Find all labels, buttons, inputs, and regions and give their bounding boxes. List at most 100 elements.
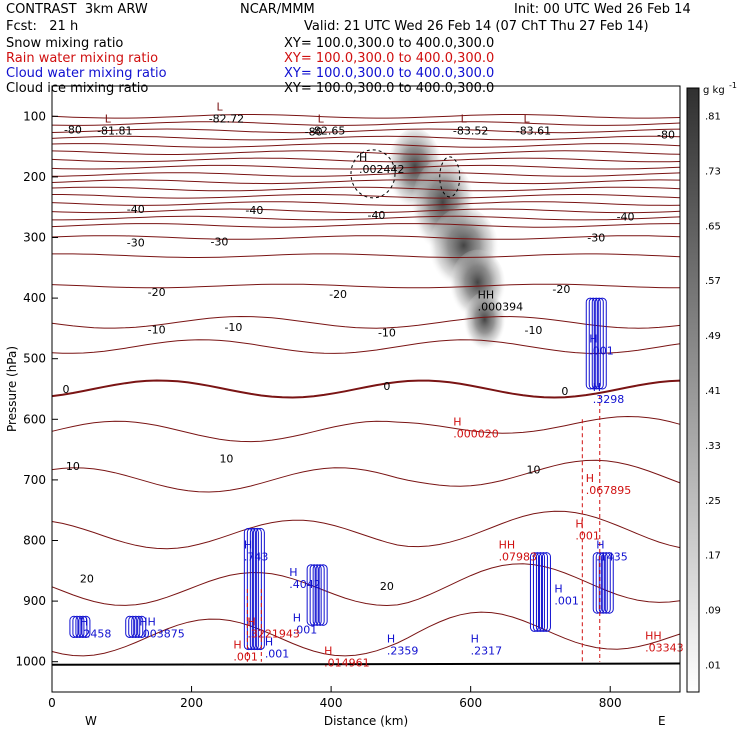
cloud-water-contour xyxy=(315,564,325,626)
high-mark: H xyxy=(589,333,597,346)
temperature-label: -40 xyxy=(245,204,263,217)
temperature-contour xyxy=(51,563,681,607)
temperature-label: -10 xyxy=(378,327,396,340)
temperature-contour xyxy=(51,179,681,185)
colorbar-label: .33 xyxy=(705,441,721,452)
y-tick-label: 700 xyxy=(23,473,46,487)
cloud-water-contour xyxy=(594,297,604,390)
high-value: .3221943 xyxy=(247,628,300,641)
high-value: .067895 xyxy=(586,484,632,497)
temperature-contour xyxy=(52,215,681,221)
y-tick-label: 300 xyxy=(23,231,46,245)
temperature-label: -20 xyxy=(329,288,347,301)
high-mark: H xyxy=(596,539,604,552)
snow-blob xyxy=(463,292,506,353)
cloud-water-contour xyxy=(75,615,85,638)
temperature-contour xyxy=(51,459,681,493)
cloud-water-contour xyxy=(535,552,545,632)
high-mark: HH xyxy=(139,616,156,629)
colorbar-label: .01 xyxy=(705,661,721,672)
cloud-water-contour xyxy=(309,564,319,626)
temperature-label: 0 xyxy=(383,380,390,393)
colorbar-label: .41 xyxy=(705,386,721,397)
field-snow-xy: XY= 100.0,300.0 to 400.0,300.0 xyxy=(284,36,495,51)
high-mark: H xyxy=(387,633,395,646)
cloud-water-contour xyxy=(125,615,135,638)
high-mark: H xyxy=(359,151,367,164)
temperature-contour xyxy=(51,283,681,289)
field-rain-name: Rain water mixing ratio xyxy=(6,51,159,66)
cloud-water-contour xyxy=(541,552,551,632)
cloud-water-contour xyxy=(604,552,614,614)
high-mark: H xyxy=(324,645,332,658)
low-mark: L xyxy=(461,112,468,125)
x-tick-label: 600 xyxy=(459,696,482,710)
cloud-water-contour xyxy=(255,527,265,651)
high-value: .001 xyxy=(265,648,290,661)
temperature-contour xyxy=(51,157,681,163)
high-mark: HH xyxy=(499,539,516,552)
colorbar-label: .49 xyxy=(705,331,721,342)
cloud-water-contour xyxy=(306,564,316,626)
colorbar-label: .65 xyxy=(705,221,721,232)
temperature-contour xyxy=(51,415,681,443)
cloud-water-contour xyxy=(588,297,598,390)
y-tick-label: 900 xyxy=(23,594,46,608)
high-mark: H xyxy=(247,616,255,629)
temperature-contours xyxy=(51,114,681,666)
colorbar-unit: g kg xyxy=(703,85,725,96)
high-value: .2317 xyxy=(471,645,503,658)
high-value: .001 xyxy=(233,651,258,664)
cloud-water-contour xyxy=(131,615,141,638)
temperature-label: -80 xyxy=(657,128,675,141)
temperature-contour xyxy=(51,339,681,354)
x-tick-label: 200 xyxy=(180,696,203,710)
field-rain-xy: XY= 100.0,300.0 to 400.0,300.0 xyxy=(284,51,495,66)
temperature-contour xyxy=(51,510,681,550)
cloud-water-contour xyxy=(312,564,322,626)
east-label: E xyxy=(658,714,666,728)
cloud-ice-contour xyxy=(439,156,461,198)
high-mark: H xyxy=(244,539,252,552)
high-value: .014961 xyxy=(324,657,370,670)
temperature-contour xyxy=(51,201,681,206)
cloud-water-contour xyxy=(601,552,611,614)
colorbar-unit-exponent: -1 xyxy=(729,81,737,90)
temperature-contour xyxy=(51,143,681,148)
high-mark: HH xyxy=(645,630,662,643)
low-value: -82.65 xyxy=(310,124,345,137)
low-mark: L xyxy=(318,112,325,125)
temperature-contour xyxy=(51,611,681,657)
high-value: .001 xyxy=(554,594,579,607)
x-tick-label: 0 xyxy=(48,696,56,710)
high-mark: H xyxy=(575,517,583,530)
high-mark: HH xyxy=(478,288,495,301)
y-tick-label: 800 xyxy=(23,534,46,548)
high-mark: H xyxy=(471,633,479,646)
temperature-label: -40 xyxy=(367,209,385,222)
temperature-label: 10 xyxy=(526,464,540,477)
temperature-contour xyxy=(51,186,681,192)
center-title: NCAR/MMM xyxy=(240,2,315,17)
temperature-label: -20 xyxy=(148,286,166,299)
temperature-label: 10 xyxy=(66,460,80,473)
cloud-water-contour xyxy=(69,615,79,638)
temperature-label: -40 xyxy=(127,203,145,216)
high-mark: H xyxy=(265,636,273,649)
high-value: .000394 xyxy=(478,300,523,313)
temperature-contour xyxy=(51,315,681,329)
cloud-water-contour xyxy=(597,297,607,390)
temperature-label: -10 xyxy=(224,321,242,334)
cloud-water-contour xyxy=(134,615,144,638)
low-value: -81.81 xyxy=(97,124,132,137)
init-time: Init: 00 UTC Wed 26 Feb 14 xyxy=(514,2,691,17)
temperature-label: -40 xyxy=(617,210,635,223)
high-value: .07983 xyxy=(499,551,537,564)
temperature-contour xyxy=(51,379,681,399)
temperature-label: -80 xyxy=(64,124,82,137)
cloud-water-contour xyxy=(585,297,595,390)
field-cloudwater-xy: XY= 100.0,300.0 to 400.0,300.0 xyxy=(284,66,495,81)
colorbar-label: .09 xyxy=(705,606,721,617)
x-tick-label: 400 xyxy=(320,696,343,710)
valid-time: Valid: 21 UTC Wed 26 Feb 14 (07 ChT Thu … xyxy=(304,19,649,34)
